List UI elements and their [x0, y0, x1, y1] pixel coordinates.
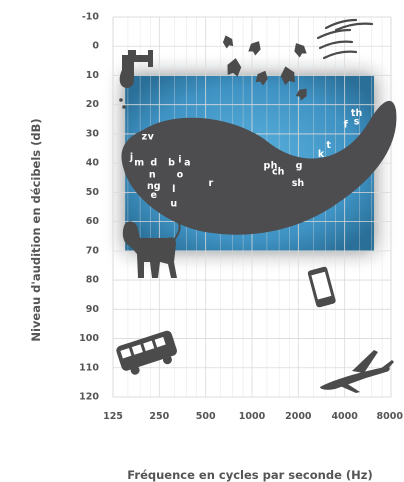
y-tick-label: 0	[92, 41, 99, 52]
bus-icon	[116, 330, 177, 375]
x-tick-label: 125	[103, 411, 123, 422]
speech-banana-shape	[121, 100, 397, 235]
phoneme-label: v	[148, 131, 155, 142]
x-tick-label: 500	[196, 411, 216, 422]
sound-icons	[116, 18, 394, 393]
phoneme-label: h	[271, 161, 278, 172]
phoneme-label: n	[149, 169, 156, 180]
phoneme-label: t	[326, 140, 331, 151]
phoneme-label: ng	[147, 181, 161, 192]
phoneme-label: m	[134, 158, 144, 169]
phoneme-label: p	[264, 161, 271, 172]
dog-icon	[122, 221, 181, 278]
phoneme-label: l	[172, 184, 175, 195]
phoneme-label: g	[296, 161, 303, 172]
faucet-icon	[119, 50, 153, 109]
y-tick-label: 120	[79, 392, 99, 403]
y-tick-label: 20	[86, 99, 100, 110]
x-axis-label: Fréquence en cycles par seconde (Hz)	[127, 468, 373, 482]
phoneme-label: sh	[292, 178, 305, 189]
y-tick-label: -10	[82, 12, 100, 23]
y-tick-label: 110	[79, 362, 99, 373]
speech-banana	[121, 100, 397, 235]
phoneme-label: o	[177, 169, 184, 180]
leaves-icon	[222, 35, 307, 101]
phoneme-label: i	[178, 155, 181, 166]
phoneme-label: e	[151, 190, 157, 201]
y-tick-label: 70	[86, 245, 100, 256]
phoneme-label: d	[150, 158, 157, 169]
y-tick-label: 90	[86, 304, 100, 315]
birds-icon	[316, 18, 374, 60]
y-tick-label: 60	[86, 216, 100, 227]
plot-frame	[112, 16, 392, 398]
y-tick-label: 40	[86, 158, 100, 169]
phone-icon	[307, 266, 336, 308]
x-tick-label: 1000	[239, 411, 266, 422]
y-tick-label: 80	[86, 275, 100, 286]
axis-ticks: -10 0 10 20 30 40 50 60 70 80 90 100 110 120 125 250 500…	[79, 12, 403, 423]
phoneme-label: th	[351, 108, 363, 119]
phoneme-label: a	[184, 158, 190, 169]
y-tick-label: 10	[86, 70, 100, 81]
airplane-icon	[320, 350, 394, 393]
x-tick-label: 250	[149, 411, 169, 422]
x-tick-label: 4000	[331, 411, 358, 422]
x-tick-label: 2000	[285, 411, 312, 422]
phoneme-label: f	[344, 120, 349, 131]
phoneme-label: r	[208, 178, 213, 189]
x-tick-label: 8000	[377, 411, 404, 422]
phoneme-label: k	[318, 149, 325, 160]
y-tick-label: 100	[79, 333, 99, 344]
phoneme-label: b	[168, 158, 175, 169]
phoneme-label: s	[354, 117, 360, 128]
y-tick-label: 50	[86, 187, 100, 198]
y-tick-label: 30	[86, 128, 100, 139]
y-axis-label: Niveau d'audition en décibels (dB)	[29, 118, 43, 342]
phoneme-label: z	[142, 131, 148, 142]
phoneme-label: u	[170, 199, 177, 210]
phoneme-label: j	[129, 152, 133, 163]
phoneme-label: ch	[272, 166, 285, 177]
